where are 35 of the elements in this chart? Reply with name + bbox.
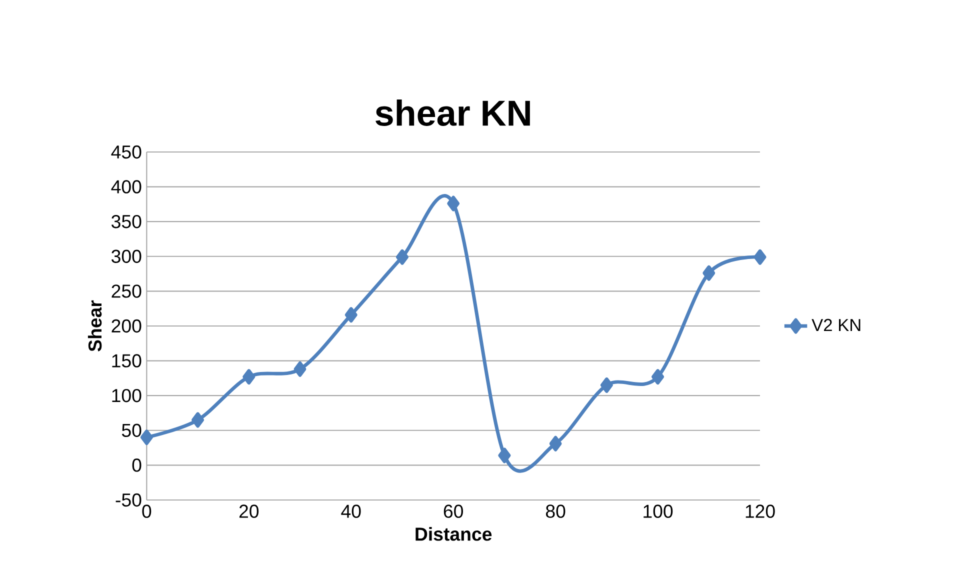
point [344, 307, 358, 323]
y-tick-label: 100 [112, 388, 142, 402]
chart-title: shear KN [376, 100, 530, 126]
y-tick-label: 450 [111, 145, 142, 159]
point [600, 377, 613, 393]
x-tick-label: 80 [546, 504, 566, 518]
point [702, 265, 716, 281]
point [447, 196, 460, 212]
point [140, 430, 153, 446]
point [652, 369, 664, 385]
x-tick-label: 100 [644, 504, 673, 518]
y-tick-label: 300 [112, 250, 142, 264]
y-tick-label: 0 [132, 458, 142, 472]
x-tick-label: 0 [142, 504, 152, 518]
point [498, 448, 511, 464]
point [549, 436, 562, 452]
y-tick-label: 150 [112, 354, 142, 368]
point [242, 369, 256, 385]
y-tick-label: 400 [111, 180, 142, 194]
y-tick-label: 50 [122, 424, 142, 437]
legend-label: V2 KN [812, 318, 860, 332]
y-tick-label: -50 [116, 493, 142, 507]
x-axis-title: Distance [416, 527, 492, 541]
x-tick-label: 20 [239, 504, 259, 518]
point [192, 412, 204, 428]
y-tick-label: 250 [112, 284, 142, 298]
point [754, 249, 766, 265]
point [396, 249, 408, 265]
x-tick-label: 60 [444, 504, 463, 518]
y-tick-label: 350 [112, 214, 142, 228]
x-tick-label: 120 [746, 504, 775, 518]
y-axis-title: Shear [88, 300, 102, 352]
x-tick-label: 40 [341, 504, 361, 518]
y-tick-label: 200 [112, 319, 142, 333]
point [294, 361, 306, 377]
